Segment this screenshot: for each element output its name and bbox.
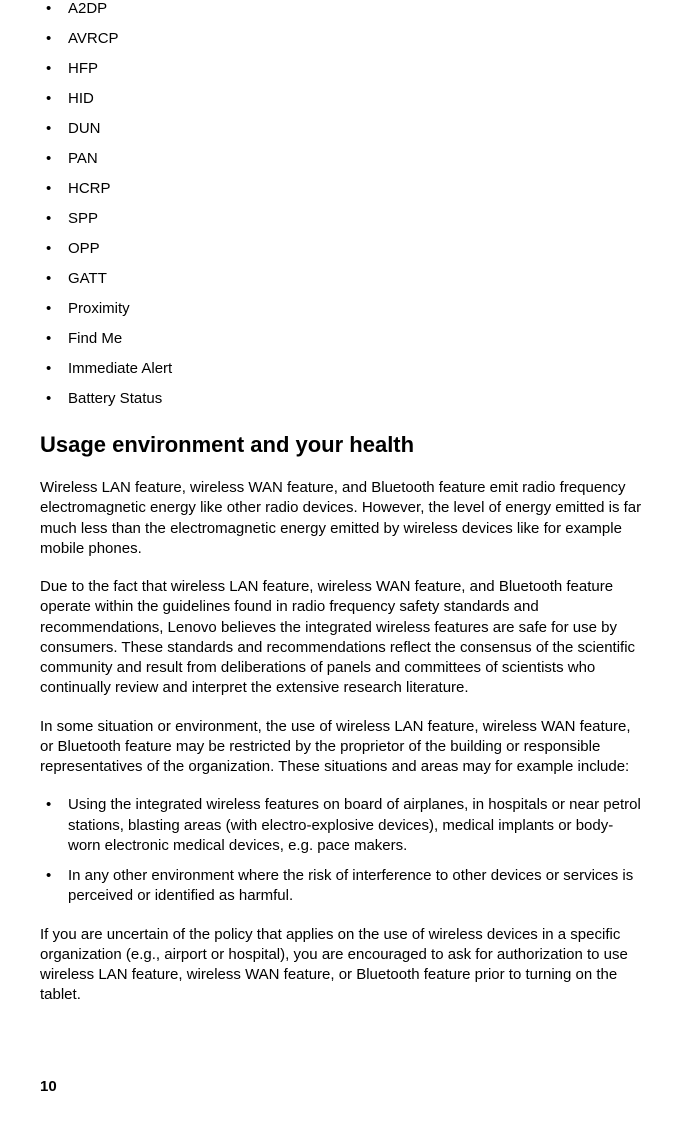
list-item-text: Battery Status bbox=[68, 390, 162, 407]
list-item: SPP bbox=[40, 210, 643, 228]
list-item-text: PAN bbox=[68, 150, 98, 167]
bluetooth-profiles-list: A2DP AVRCP HFP HID DUN PAN HCRP SPP OPP … bbox=[40, 0, 643, 408]
list-item: Proximity bbox=[40, 300, 643, 318]
list-item-text: HID bbox=[68, 90, 94, 107]
paragraph: In some situation or environment, the us… bbox=[40, 717, 643, 778]
list-item-text: OPP bbox=[68, 240, 100, 257]
list-item-text: In any other environment where the risk … bbox=[68, 867, 633, 904]
list-item: AVRCP bbox=[40, 30, 643, 48]
list-item: PAN bbox=[40, 150, 643, 168]
list-item: GATT bbox=[40, 270, 643, 288]
list-item-text: Find Me bbox=[68, 330, 122, 347]
list-item-text: Immediate Alert bbox=[68, 360, 172, 377]
list-item: In any other environment where the risk … bbox=[40, 866, 643, 907]
situations-list: Using the integrated wireless features o… bbox=[40, 795, 643, 906]
list-item-text: Using the integrated wireless features o… bbox=[68, 796, 641, 854]
list-item-text: GATT bbox=[68, 270, 107, 287]
list-item: Find Me bbox=[40, 330, 643, 348]
page-number: 10 bbox=[40, 1078, 57, 1095]
list-item-text: SPP bbox=[68, 210, 98, 227]
paragraph: Wireless LAN feature, wireless WAN featu… bbox=[40, 478, 643, 559]
list-item: Using the integrated wireless features o… bbox=[40, 795, 643, 856]
list-item-text: AVRCP bbox=[68, 30, 119, 47]
list-item-text: DUN bbox=[68, 120, 101, 137]
list-item-text: A2DP bbox=[68, 0, 107, 17]
list-item: Immediate Alert bbox=[40, 360, 643, 378]
list-item: DUN bbox=[40, 120, 643, 138]
list-item: HFP bbox=[40, 60, 643, 78]
paragraph: If you are uncertain of the policy that … bbox=[40, 925, 643, 1006]
list-item: HCRP bbox=[40, 180, 643, 198]
paragraph: Due to the fact that wireless LAN featur… bbox=[40, 577, 643, 699]
document-page: A2DP AVRCP HFP HID DUN PAN HCRP SPP OPP … bbox=[0, 0, 683, 1123]
list-item-text: HFP bbox=[68, 60, 98, 77]
list-item-text: Proximity bbox=[68, 300, 130, 317]
list-item: A2DP bbox=[40, 0, 643, 18]
list-item: OPP bbox=[40, 240, 643, 258]
list-item: Battery Status bbox=[40, 390, 643, 408]
list-item: HID bbox=[40, 90, 643, 108]
section-heading: Usage environment and your health bbox=[40, 432, 643, 458]
list-item-text: HCRP bbox=[68, 180, 111, 197]
